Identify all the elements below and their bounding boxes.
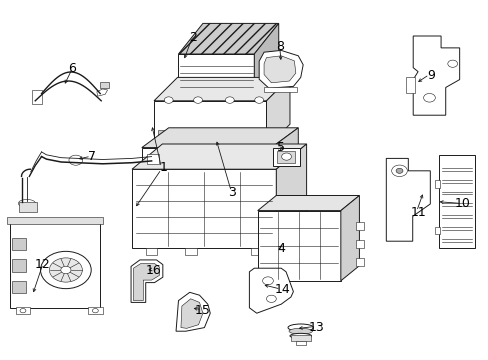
Bar: [88, 307, 102, 314]
Polygon shape: [131, 260, 163, 302]
Circle shape: [447, 60, 457, 67]
Text: 6: 6: [68, 62, 76, 75]
Text: 13: 13: [308, 321, 324, 334]
Circle shape: [92, 309, 98, 313]
Text: 16: 16: [146, 264, 162, 276]
Bar: [12, 259, 26, 272]
Bar: [7, 217, 102, 224]
Text: 7: 7: [88, 150, 96, 163]
Polygon shape: [154, 77, 289, 101]
Circle shape: [262, 277, 273, 285]
Bar: [16, 307, 30, 314]
Polygon shape: [132, 144, 306, 169]
Text: 5: 5: [277, 141, 285, 154]
Bar: [264, 87, 297, 92]
Bar: [19, 202, 37, 212]
Circle shape: [41, 251, 91, 289]
Polygon shape: [257, 195, 359, 211]
Polygon shape: [254, 23, 278, 88]
Circle shape: [266, 295, 276, 302]
Polygon shape: [264, 56, 295, 83]
Text: 15: 15: [195, 304, 210, 317]
Bar: [290, 335, 310, 341]
Polygon shape: [133, 264, 159, 301]
Polygon shape: [259, 50, 303, 88]
Ellipse shape: [289, 333, 311, 338]
Bar: [195, 130, 229, 144]
Polygon shape: [257, 211, 340, 281]
Polygon shape: [276, 144, 306, 248]
Polygon shape: [181, 299, 203, 328]
Text: 14: 14: [274, 283, 289, 296]
Polygon shape: [340, 195, 359, 281]
Text: 12: 12: [35, 258, 51, 271]
Bar: [355, 222, 364, 230]
Polygon shape: [271, 128, 298, 167]
Circle shape: [225, 97, 234, 103]
Circle shape: [254, 97, 263, 103]
Bar: [250, 248, 262, 255]
Circle shape: [423, 94, 434, 102]
Text: 10: 10: [454, 197, 470, 210]
Circle shape: [395, 168, 402, 173]
Circle shape: [193, 97, 202, 103]
Bar: [12, 238, 26, 250]
Bar: [295, 341, 305, 345]
Bar: [184, 248, 196, 255]
Ellipse shape: [288, 328, 312, 334]
Circle shape: [49, 258, 82, 282]
Bar: [434, 227, 439, 234]
Polygon shape: [132, 169, 276, 248]
Polygon shape: [178, 23, 278, 54]
Polygon shape: [266, 77, 289, 148]
Circle shape: [69, 155, 82, 165]
Polygon shape: [386, 158, 429, 241]
Bar: [12, 281, 26, 293]
Bar: [158, 130, 192, 144]
Polygon shape: [249, 268, 293, 313]
Bar: [405, 77, 414, 93]
Polygon shape: [142, 128, 298, 148]
Bar: [145, 248, 157, 255]
Bar: [276, 151, 295, 163]
Bar: [434, 180, 439, 188]
Bar: [10, 218, 100, 308]
Bar: [100, 82, 109, 88]
Bar: [32, 90, 41, 104]
Circle shape: [164, 97, 173, 103]
Polygon shape: [178, 54, 254, 88]
Text: 11: 11: [409, 206, 425, 219]
Text: 4: 4: [277, 242, 285, 255]
Polygon shape: [154, 101, 266, 148]
Polygon shape: [176, 292, 210, 331]
Polygon shape: [412, 36, 459, 115]
Text: 9: 9: [427, 69, 434, 82]
Circle shape: [281, 153, 291, 160]
Bar: [267, 280, 279, 288]
Circle shape: [20, 309, 26, 313]
Polygon shape: [142, 148, 271, 167]
Bar: [355, 258, 364, 266]
Text: 8: 8: [276, 40, 284, 53]
Bar: [146, 154, 159, 164]
Text: 2: 2: [189, 31, 197, 44]
Bar: [355, 240, 364, 248]
Circle shape: [391, 165, 407, 176]
Text: 3: 3: [228, 186, 236, 199]
Polygon shape: [97, 89, 107, 96]
Bar: [232, 130, 261, 144]
Ellipse shape: [19, 199, 35, 207]
Bar: [438, 155, 474, 248]
Bar: [272, 148, 299, 166]
Text: 1: 1: [160, 161, 167, 174]
Bar: [276, 230, 288, 241]
Ellipse shape: [287, 324, 313, 331]
Circle shape: [61, 266, 71, 274]
